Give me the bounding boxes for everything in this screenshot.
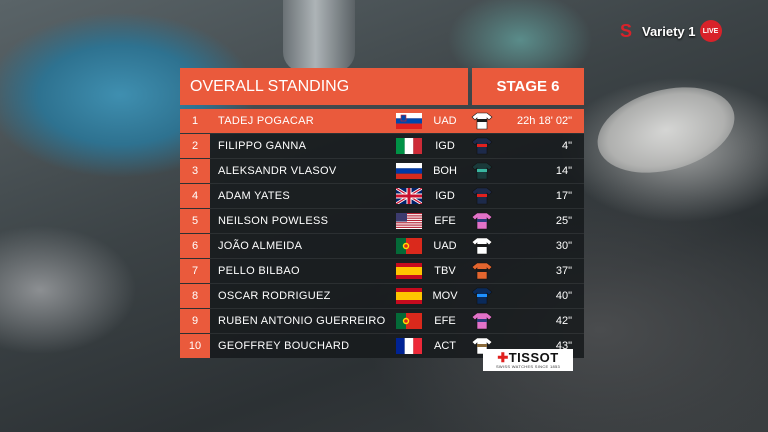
gap-time: 4": [561, 140, 572, 152]
rank-number: 4: [180, 184, 210, 208]
sponsor-logo: ✚TISSOT SWISS WATCHES SINCE 1853: [483, 349, 573, 371]
rider-name: NEILSON POWLESS: [218, 215, 329, 227]
standing-row: 3 ALEKSANDR VLASOV BOH 14": [180, 158, 584, 183]
rank-number: 7: [180, 259, 210, 283]
gap-time: 40": [555, 290, 572, 302]
rider-name: ALEKSANDR VLASOV: [218, 165, 337, 177]
standing-row: 5 NEILSON POWLESS EFE 25": [180, 208, 584, 233]
skyscraper-top: [283, 0, 355, 72]
building-dome: [588, 73, 744, 187]
standing-row: 2 FILIPPO GANNA IGD 4": [180, 133, 584, 158]
team-code: IGD: [435, 190, 455, 202]
slovenia-flag-icon: [396, 113, 422, 129]
rider-name: TADEJ POGACAR: [218, 115, 314, 127]
standing-row: 8 OSCAR RODRIGUEZ MOV 40": [180, 283, 584, 308]
rider-name: JOÃO ALMEIDA: [218, 240, 303, 252]
rank-number: 8: [180, 284, 210, 308]
standing-row: 1 TADEJ POGACAR UAD 22h 18' 02": [180, 109, 584, 133]
team-jersey-icon: [470, 137, 494, 155]
gap-time: 17": [555, 190, 572, 202]
team-code: IGD: [435, 140, 455, 152]
rider-name: ADAM YATES: [218, 190, 291, 202]
team-jersey-icon: [470, 287, 494, 305]
standings-panel: OVERALL STANDING STAGE 6 1 TADEJ POGACAR U…: [180, 68, 584, 358]
rank-number: 9: [180, 309, 210, 333]
standing-row: 9 RUBEN ANTONIO GUERREIRO EFE 42": [180, 308, 584, 333]
france-flag-icon: [396, 338, 422, 354]
supersport-s-icon: S: [620, 21, 633, 41]
team-jersey-icon: [470, 237, 494, 255]
swiss-cross-icon: ✚: [497, 350, 509, 365]
uk-flag-icon: [395, 186, 423, 206]
rider-name: FILIPPO GANNA: [218, 140, 307, 152]
standing-row: 6 JOÃO ALMEIDA UAD 30": [180, 233, 584, 258]
live-badge: LIVE: [699, 20, 722, 42]
rank-number: 10: [180, 334, 210, 358]
spain-flag-icon: [396, 288, 422, 304]
sponsor-tagline: SWISS WATCHES SINCE 1853: [495, 364, 561, 369]
standings-header: OVERALL STANDING STAGE 6: [180, 68, 584, 105]
team-code: MOV: [432, 290, 458, 302]
russia-flag-icon: [396, 163, 422, 179]
italy-flag-icon: [396, 138, 422, 154]
standings-title: OVERALL STANDING: [180, 68, 468, 105]
standing-row: 7 PELLO BILBAO TBV 37": [180, 258, 584, 283]
standings-rows: 1 TADEJ POGACAR UAD 22h 18' 02" 2 FILIPPO GAN…: [180, 109, 584, 358]
team-code: EFE: [434, 315, 456, 327]
standing-row: 4 ADAM YATES IGD 17": [180, 183, 584, 208]
team-jersey-icon: [470, 112, 494, 130]
gap-time: 42": [555, 315, 572, 327]
team-code: UAD: [433, 240, 457, 252]
sponsor-name: TISSOT: [508, 350, 559, 365]
spain-flag-icon: [396, 263, 422, 279]
team-jersey-icon: [470, 187, 494, 205]
usa-flag-icon: [396, 213, 422, 229]
rider-name: PELLO BILBAO: [218, 265, 300, 277]
rider-name: GEOFFREY BOUCHARD: [218, 340, 350, 352]
team-jersey-icon: [470, 312, 494, 330]
rank-number: 2: [180, 134, 210, 158]
team-code: TBV: [434, 265, 456, 277]
team-code: UAD: [433, 115, 457, 127]
rank-number: 1: [180, 109, 210, 133]
team-code: ACT: [434, 340, 456, 352]
channel-name: Variety 1: [642, 23, 696, 39]
rank-number: 3: [180, 159, 210, 183]
rank-number: 6: [180, 234, 210, 258]
gap-time: 25": [555, 215, 572, 227]
team-jersey-icon: [470, 212, 494, 230]
rider-name: OSCAR RODRIGUEZ: [218, 290, 331, 302]
gap-time: 37": [555, 265, 572, 277]
stage-label: STAGE 6: [472, 68, 584, 105]
gap-time: 30": [555, 240, 572, 252]
gap-time: 14": [555, 165, 572, 177]
channel-logo: S Variety 1 LIVE: [620, 20, 722, 42]
team-code: EFE: [434, 215, 456, 227]
gap-time: 22h 18' 02": [517, 115, 572, 127]
rider-name: RUBEN ANTONIO GUERREIRO: [218, 315, 386, 327]
rank-number: 5: [180, 209, 210, 233]
portugal-flag-icon: [396, 313, 422, 329]
team-jersey-icon: [470, 262, 494, 280]
team-jersey-icon: [470, 162, 494, 180]
team-code: BOH: [433, 165, 457, 177]
portugal-flag-icon: [396, 238, 422, 254]
